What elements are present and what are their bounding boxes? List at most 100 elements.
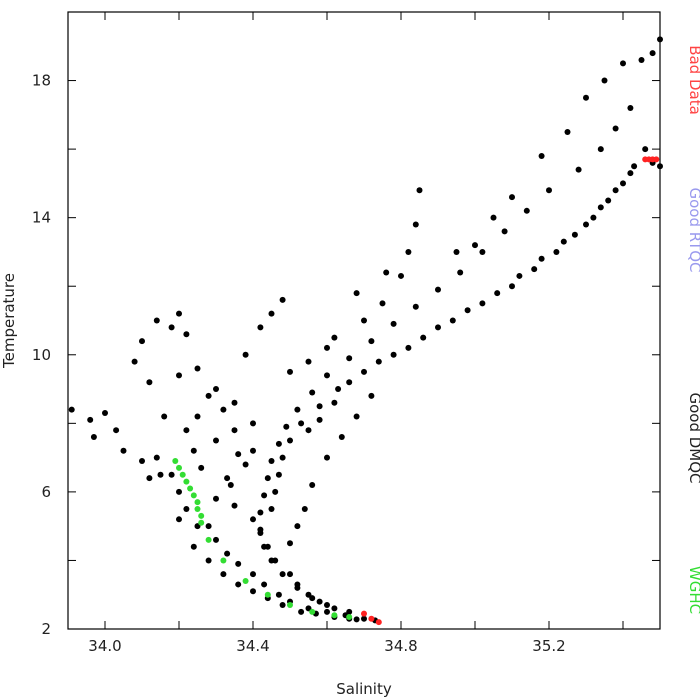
data-point-0-108 — [583, 94, 589, 101]
data-point-0-1 — [87, 416, 94, 423]
data-point-0-88 — [379, 300, 386, 307]
x-tick-label-0: 34.0 — [88, 637, 121, 655]
data-point-0-23 — [250, 447, 256, 454]
data-point-1-4 — [187, 485, 194, 492]
data-point-0-6 — [139, 458, 145, 465]
data-point-0-7 — [157, 471, 164, 478]
data-point-0-102 — [453, 248, 460, 255]
data-point-0-116 — [597, 146, 604, 153]
data-point-1-1 — [176, 464, 182, 471]
data-point-0-20 — [194, 413, 201, 420]
y-axis-title: Temperature — [0, 273, 18, 369]
data-point-1-11 — [220, 557, 227, 564]
data-point-0-120 — [501, 228, 508, 235]
plot-frame — [67, 11, 661, 630]
y-tick-label-2: 6 — [41, 483, 51, 501]
data-point-1-7 — [194, 506, 201, 513]
data-point-0-168 — [305, 427, 312, 434]
data-point-0-93 — [383, 269, 390, 276]
data-point-0-182 — [612, 187, 619, 194]
data-point-0-124 — [412, 303, 419, 310]
data-point-0-49 — [390, 351, 397, 358]
data-point-0-28 — [213, 536, 219, 543]
data-point-0-132 — [275, 440, 282, 447]
data-point-0-146 — [235, 451, 242, 458]
data-point-0-12 — [194, 365, 201, 372]
data-point-2-6 — [375, 619, 382, 626]
data-point-0-75 — [316, 598, 323, 605]
data-point-0-31 — [250, 571, 256, 578]
data-point-0-76 — [331, 605, 338, 612]
data-point-0-160 — [250, 588, 256, 595]
data-point-0-40 — [268, 506, 275, 513]
data-point-1-16 — [331, 612, 338, 619]
data-point-0-47 — [335, 386, 342, 393]
data-point-0-97 — [287, 368, 293, 375]
data-point-0-72 — [287, 571, 293, 578]
data-point-0-64 — [205, 523, 212, 530]
data-point-0-65 — [213, 495, 219, 502]
data-point-0-16 — [131, 358, 138, 365]
data-point-0-117 — [575, 166, 582, 173]
data-point-0-52 — [479, 300, 486, 307]
data-point-0-172 — [375, 358, 382, 365]
data-point-0-133 — [268, 458, 275, 465]
data-point-0-32 — [261, 581, 268, 588]
data-point-0-26 — [183, 506, 190, 513]
data-point-0-139 — [268, 557, 275, 564]
legend-entry-3: WGHC — [686, 566, 700, 614]
data-point-0-170 — [331, 399, 338, 406]
data-point-0-14 — [231, 399, 238, 406]
data-point-0-0 — [68, 406, 75, 413]
legend: Bad Data Good RTQC Good DMQC WGHC — [686, 45, 700, 614]
data-point-1-14 — [287, 602, 293, 609]
data-point-0-118 — [546, 187, 552, 194]
data-point-0-11 — [183, 331, 190, 338]
data-point-0-21 — [213, 437, 219, 444]
x-tick-label-6: 35.2 — [532, 637, 565, 655]
data-point-0-137 — [257, 526, 264, 533]
data-point-0-5 — [120, 447, 127, 454]
data-point-1-3 — [183, 478, 190, 485]
data-point-0-58 — [605, 197, 612, 204]
data-point-0-48 — [361, 368, 367, 375]
data-point-0-84 — [353, 413, 360, 420]
data-point-0-36 — [324, 608, 330, 615]
data-point-0-111 — [638, 56, 645, 63]
data-point-0-154 — [146, 475, 153, 482]
data-point-0-43 — [279, 454, 286, 461]
data-point-0-66 — [227, 482, 234, 489]
data-point-0-162 — [279, 602, 286, 609]
data-point-0-131 — [283, 423, 290, 430]
data-points-layer — [68, 36, 663, 626]
data-point-0-106 — [538, 152, 545, 159]
legend-entry-0: Bad Data — [686, 45, 700, 115]
data-point-0-83 — [338, 434, 345, 441]
data-point-2-5 — [368, 615, 375, 622]
data-point-0-68 — [250, 516, 256, 523]
data-point-0-96 — [305, 358, 312, 365]
data-point-0-81 — [309, 482, 316, 489]
legend-entry-2: Good DMQC — [686, 392, 700, 483]
data-point-0-99 — [279, 296, 286, 303]
data-point-0-29 — [224, 550, 231, 557]
data-point-0-98 — [268, 310, 275, 317]
data-point-0-130 — [294, 406, 301, 413]
data-point-0-125 — [390, 320, 397, 327]
data-point-0-60 — [631, 163, 638, 170]
data-point-1-6 — [194, 499, 201, 506]
data-point-0-101 — [242, 351, 249, 358]
data-point-0-77 — [346, 608, 353, 615]
data-point-0-86 — [331, 334, 338, 341]
x-tick-label-4: 34.8 — [384, 637, 417, 655]
data-point-1-0 — [172, 458, 179, 465]
data-point-0-163 — [298, 608, 305, 615]
data-point-0-136 — [257, 509, 264, 516]
x-tick-label-2: 34.4 — [236, 637, 269, 655]
data-point-0-44 — [287, 437, 293, 444]
data-point-1-15 — [309, 608, 316, 615]
data-point-0-57 — [590, 214, 597, 221]
data-point-0-175 — [464, 307, 471, 314]
data-point-0-104 — [490, 214, 497, 221]
data-point-0-169 — [316, 416, 323, 423]
